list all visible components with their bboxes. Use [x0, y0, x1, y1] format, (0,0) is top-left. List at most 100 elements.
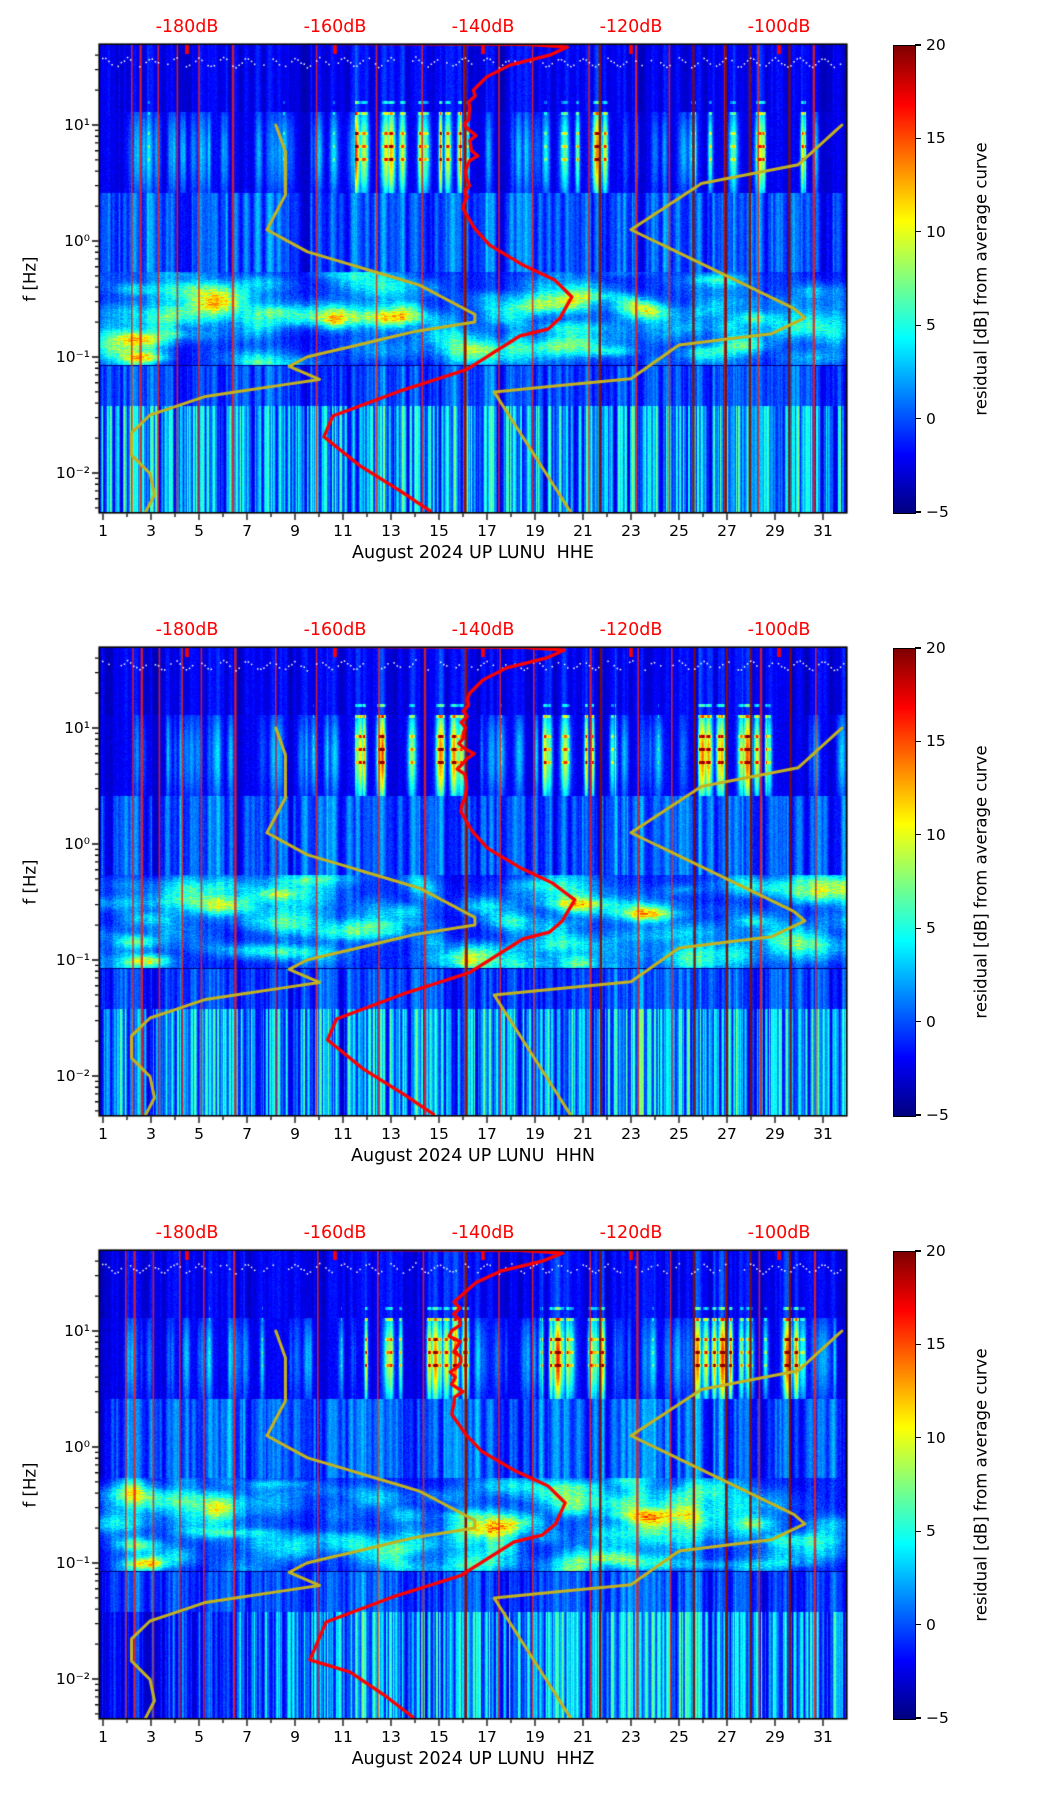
- x-tick-label: 5: [194, 1728, 204, 1746]
- spectrogram-panel-hhe: -180dB -160dB -140dB -120dB -100dB 1 3 5 7 9 11 13…: [0, 0, 1052, 603]
- x-tick-label: 15: [429, 1728, 449, 1746]
- x-tick-label: 3: [146, 522, 156, 540]
- y-tick-label: 10⁻²: [55, 1670, 90, 1688]
- x-tick-label: 15: [429, 1125, 449, 1143]
- top-db-label: -140dB: [451, 17, 515, 37]
- top-db-label: -100dB: [747, 17, 811, 37]
- colorbar-tick-label: 5: [926, 919, 936, 938]
- x-tick-label: 23: [621, 522, 641, 540]
- x-tick-label: 23: [621, 1125, 641, 1143]
- colorbar-label: residual [dB] from average curve: [971, 1347, 991, 1622]
- spectrogram-canvas-hhz: [0, 1206, 1052, 1806]
- top-db-label: -100dB: [747, 620, 811, 640]
- x-tick-label: 17: [477, 522, 497, 540]
- colorbar: [893, 1251, 916, 1720]
- colorbar-tick: [915, 1114, 921, 1116]
- y-tick-label: 10⁻²: [55, 1067, 90, 1085]
- x-tick-label: 17: [477, 1728, 497, 1746]
- plot-title: August 2024 UP LUNU HHN: [351, 1146, 595, 1166]
- y-tick-label: 10¹: [64, 1322, 90, 1340]
- x-tick-label: 25: [669, 1728, 689, 1746]
- colorbar-tick-label: 20: [926, 36, 946, 54]
- colorbar-tick: [915, 647, 921, 649]
- colorbar-label: residual [dB] from average curve: [971, 744, 991, 1019]
- colorbar-tick-label: 10: [926, 222, 946, 241]
- x-tick-label: 11: [333, 1728, 353, 1746]
- y-axis-label: f [Hz]: [20, 1462, 40, 1507]
- colorbar-tick: [915, 1343, 921, 1346]
- colorbar-tick: [915, 1020, 921, 1023]
- top-db-label: -160dB: [303, 1223, 367, 1243]
- colorbar-tick: [915, 740, 921, 743]
- top-db-label: -100dB: [747, 1223, 811, 1243]
- spectrogram-panel-hhn: -180dB -160dB -140dB -120dB -100dB 1 3 5 7 9 11 13…: [0, 603, 1052, 1206]
- x-tick-label: 7: [242, 1125, 252, 1143]
- x-tick-label: 13: [381, 1728, 401, 1746]
- colorbar-tick-label: 20: [926, 639, 946, 657]
- top-db-label: -140dB: [451, 620, 515, 640]
- colorbar: [893, 648, 916, 1117]
- x-tick-label: 5: [194, 1125, 204, 1143]
- colorbar-tick-label: 5: [926, 1522, 936, 1541]
- x-tick-label: 19: [525, 1125, 545, 1143]
- colorbar: [893, 45, 916, 514]
- x-tick-label: 19: [525, 1728, 545, 1746]
- y-tick-label: 10⁰: [64, 1438, 90, 1456]
- x-tick-label: 29: [765, 522, 785, 540]
- colorbar-tick-label: 15: [926, 732, 946, 751]
- spectrogram-canvas-hhe: [0, 0, 1052, 603]
- top-db-label: -160dB: [303, 17, 367, 37]
- colorbar-tick-label: 0: [926, 1615, 936, 1634]
- colorbar-tick-label: 0: [926, 409, 936, 428]
- x-tick-label: 13: [381, 522, 401, 540]
- y-tick-label: 10⁰: [64, 232, 90, 250]
- x-tick-label: 5: [194, 522, 204, 540]
- top-db-label: -120dB: [599, 620, 663, 640]
- x-tick-label: 31: [813, 522, 833, 540]
- colorbar-tick: [915, 44, 921, 46]
- plot-title: August 2024 UP LUNU HHZ: [351, 1749, 595, 1769]
- x-tick-label: 7: [242, 522, 252, 540]
- colorbar-tick: [915, 231, 921, 233]
- x-tick-label: 29: [765, 1728, 785, 1746]
- y-tick-label: 10⁻²: [55, 464, 90, 482]
- colorbar-tick: [915, 1530, 921, 1532]
- x-tick-label: 25: [669, 1125, 689, 1143]
- x-tick-label: 29: [765, 1125, 785, 1143]
- y-axis-label: f [Hz]: [20, 256, 40, 301]
- colorbar-tick-label: 10: [926, 825, 946, 844]
- x-tick-label: 23: [621, 1728, 641, 1746]
- x-tick-label: 31: [813, 1728, 833, 1746]
- x-tick-label: 19: [525, 522, 545, 540]
- x-tick-label: 3: [146, 1125, 156, 1143]
- colorbar-tick: [915, 834, 921, 836]
- top-db-label: -180dB: [155, 17, 219, 37]
- x-tick-label: 21: [573, 1125, 593, 1143]
- x-tick-label: 25: [669, 522, 689, 540]
- colorbar-tick: [915, 1717, 921, 1719]
- y-tick-label: 10⁰: [64, 835, 90, 853]
- colorbar-tick: [915, 1623, 921, 1626]
- top-db-label: -160dB: [303, 620, 367, 640]
- colorbar-tick: [915, 137, 921, 140]
- x-tick-label: 9: [290, 522, 300, 540]
- x-tick-label: 7: [242, 1728, 252, 1746]
- spectrogram-canvas-hhn: [0, 603, 1052, 1206]
- spectrogram-panel-hhz: -180dB -160dB -140dB -120dB -100dB 1 3 5 7 9 11 13…: [0, 1206, 1052, 1806]
- colorbar-label: residual [dB] from average curve: [971, 141, 991, 416]
- x-tick-label: 21: [573, 522, 593, 540]
- x-tick-label: 17: [477, 1125, 497, 1143]
- colorbar-tick-label: 5: [926, 316, 936, 335]
- colorbar-tick: [915, 324, 921, 326]
- colorbar-tick-label: −5: [926, 1709, 949, 1727]
- colorbar-tick-label: 20: [926, 1242, 946, 1260]
- x-tick-label: 27: [717, 522, 737, 540]
- top-db-label: -180dB: [155, 1223, 219, 1243]
- colorbar-tick-label: −5: [926, 1106, 949, 1124]
- y-tick-label: 10⁻¹: [55, 951, 90, 969]
- colorbar-tick: [915, 1437, 921, 1439]
- colorbar-tick-label: 15: [926, 1335, 946, 1354]
- y-tick-label: 10⁻¹: [55, 348, 90, 366]
- x-tick-label: 1: [98, 1728, 108, 1746]
